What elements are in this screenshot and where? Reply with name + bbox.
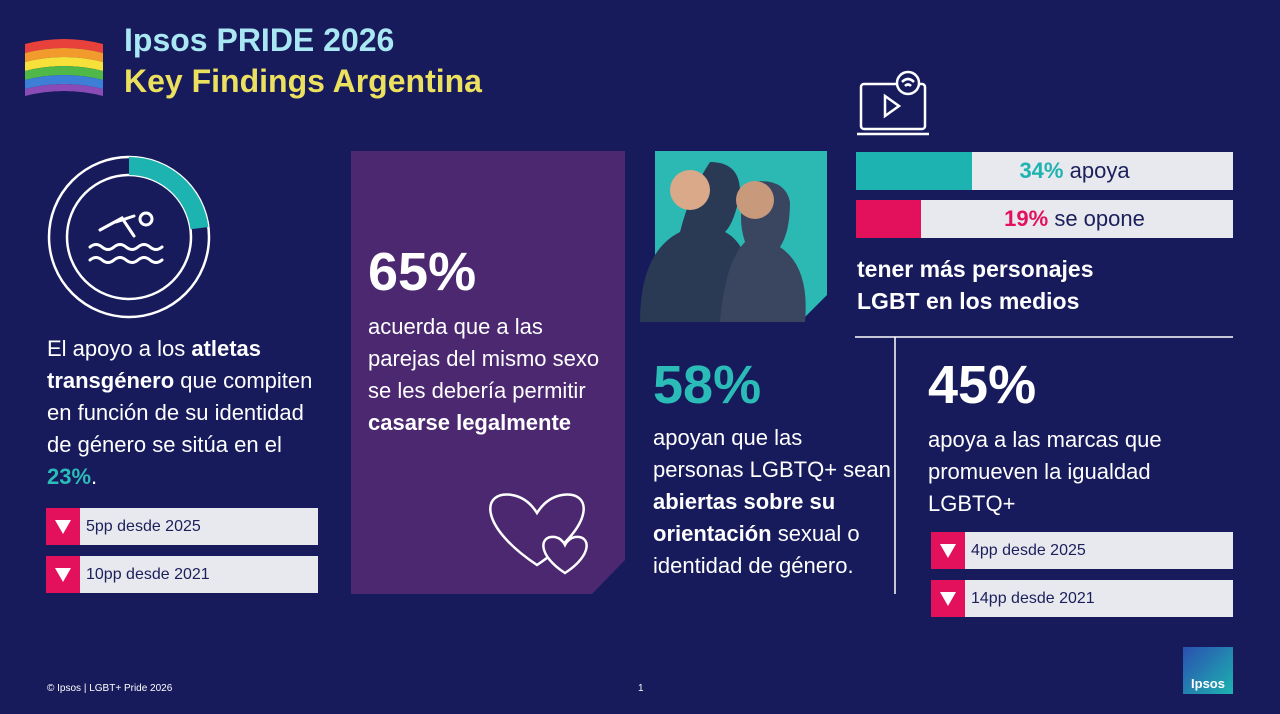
down-arrow [46,556,80,593]
text-run: . [91,464,98,489]
openness-text: apoyan que las personas LGBTQ+ sean abie… [653,422,891,582]
change-text: 4pp desde 2025 [971,541,1086,559]
text-run: apoyan que las personas LGBTQ+ sean [653,425,891,482]
copyright: © Ipsos | LGBT+ Pride 2026 [47,683,173,694]
bar-text: 34% apoya [856,152,1233,190]
page-number: 1 [638,683,644,694]
text-run: casarse legalmente [368,410,572,435]
athletes-text: El apoyo a los atletas transgénero que c… [47,333,332,493]
text-run: abiertas sobre su orientación [653,489,836,546]
ring-segment [129,157,209,230]
text-run: atletas transgénero [47,336,262,393]
ring-inner [65,173,193,301]
down-arrow [46,508,80,545]
subtitle: Key Findings Argentina [124,63,482,99]
title: Ipsos PRIDE 2026 [124,22,395,58]
brands-text: apoya a las marcas que promueven la igua… [928,427,1162,516]
brands-changes: 4pp desde 2025 14pp desde 2021 [931,532,1233,617]
change-box: 5pp desde 2025 [46,508,318,545]
triangle [55,567,71,582]
text-run: El apoyo a los [47,336,192,361]
bar-track: 19% se opone [856,200,1233,238]
change-box: 10pp desde 2021 [46,556,318,593]
bar-fill [856,152,972,190]
bar-label: 34% [1019,158,1064,183]
change-text: 10pp desde 2021 [86,565,210,583]
change-text: 5pp desde 2025 [86,517,201,535]
triangle [940,543,956,558]
marriage-text: acuerda que a las parejas del mismo sexo… [368,311,613,439]
bar-desc: apoya [1069,158,1130,183]
openness-stat: 58% [653,355,762,415]
marriage-stat: 65% [368,242,477,302]
down-arrow [931,532,965,569]
text-run: que compiten en función de su identidad … [47,368,313,457]
media-caption: tener más personajes LGBT en los medios [857,256,1094,314]
text-run: sexual o identidad de género. [653,521,860,578]
change-box: 4pp desde 2025 [931,532,1233,569]
text-run: 23% [47,464,92,489]
bar-desc: se opone [1054,206,1145,231]
photo [640,151,827,322]
bar-label: 19% [1004,206,1049,231]
hearts-icon [489,493,588,575]
brands-stat: 45% [928,355,1037,415]
rainbow-flag [25,39,103,96]
triangle [55,519,71,534]
logo: Ipsos [1183,647,1233,694]
bar-track: 34% apoya [856,152,1233,190]
swimmer-icon [88,211,164,264]
change-text: 14pp desde 2021 [971,589,1095,607]
media-icon [857,70,929,136]
text-run: acuerda que a las parejas del mismo sexo… [368,314,600,403]
bar-fill [856,200,921,238]
marriage-panel [351,151,625,594]
triangle [940,591,956,606]
bar-text: 19% se opone [856,200,1233,238]
athletes-changes: 5pp desde 2025 10pp desde 2021 [46,508,318,593]
change-box: 14pp desde 2021 [931,580,1233,617]
down-arrow [931,580,965,617]
